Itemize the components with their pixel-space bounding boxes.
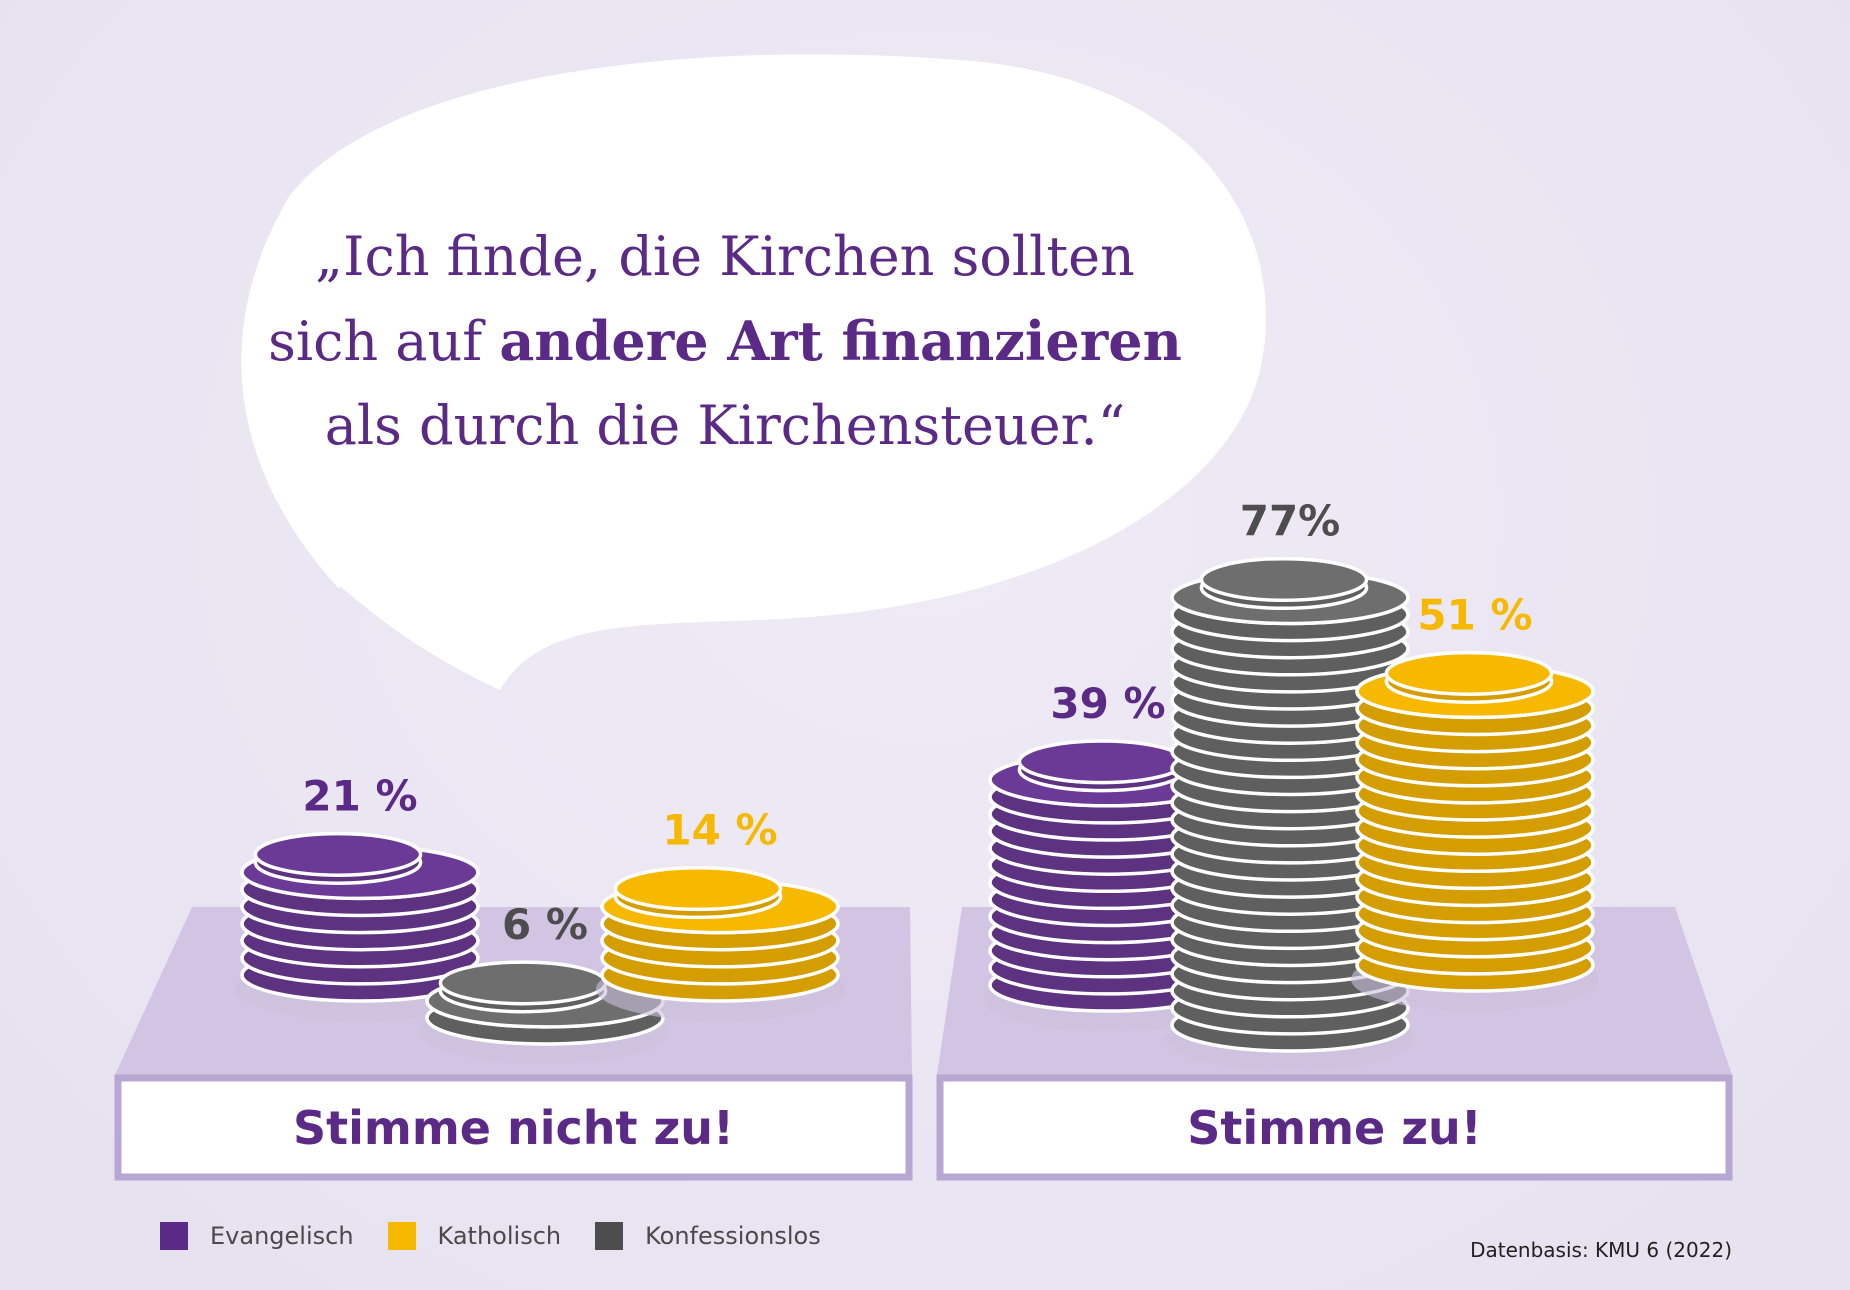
data-source: Datenbasis: KMU 6 (2022): [1470, 1238, 1732, 1262]
value-label-evangelisch: 39 %: [1050, 679, 1165, 728]
loose-coin-top: [438, 960, 608, 1006]
legend: Evangelisch Katholisch Konfessionslos: [160, 1222, 855, 1250]
legend-label-katholisch: Katholisch: [437, 1222, 562, 1250]
loose-coin-top: [1384, 650, 1554, 696]
quote-line-3: als durch die Kirchensteuer.“: [324, 394, 1126, 457]
legend-item-konfessionslos: Konfessionslos: [595, 1222, 821, 1250]
value-label-katholisch: 14 %: [662, 806, 777, 855]
quote-text: „Ich finde, die Kirchen sollten sich auf…: [260, 215, 1190, 468]
category-label: Stimme zu!: [1187, 1101, 1481, 1155]
quote-line-1: „Ich finde, die Kirchen sollten: [315, 225, 1135, 288]
legend-swatch-konfessionslos: [595, 1222, 624, 1250]
category-box: [114, 1074, 913, 1181]
legend-label-evangelisch: Evangelisch: [210, 1222, 354, 1250]
coin-stack-katholisch: [1351, 650, 1599, 1011]
coin-stack-konfessionslos: [1166, 556, 1414, 1071]
legend-label-konfessionslos: Konfessionslos: [645, 1222, 821, 1250]
coin-stack-evangelisch: [984, 739, 1232, 1031]
category-label: Stimme nicht zu!: [293, 1101, 734, 1155]
speech-bubble: [241, 54, 1266, 690]
category-box: [936, 1074, 1733, 1181]
value-labels: 21 % 6 % 14 % 39 % 77% 51 %: [302, 497, 1532, 949]
legend-item-katholisch: Katholisch: [387, 1222, 562, 1250]
value-label-evangelisch: 21 %: [302, 771, 417, 820]
loose-coin-top: [1199, 556, 1369, 603]
legend-swatch-katholisch: [387, 1222, 416, 1250]
quote-line-2-pre: sich auf: [268, 310, 500, 373]
loose-coin-top: [613, 866, 783, 912]
coin-stack-katholisch: [596, 866, 844, 1021]
loose-coin-top: [1017, 739, 1187, 785]
quote-emphasis: andere Art finanzieren: [499, 309, 1182, 373]
legend-swatch-evangelisch: [160, 1222, 188, 1250]
value-label-konfessionslos: 6 %: [502, 900, 588, 949]
legend-item-evangelisch: Evangelisch: [160, 1222, 354, 1250]
coin-stacks: [236, 556, 1599, 1071]
quote-line-2: sich auf andere Art finanzieren: [260, 299, 1190, 384]
coin-stack-evangelisch: [236, 831, 484, 1021]
value-label-katholisch: 51 %: [1417, 590, 1532, 639]
value-label-konfessionslos: 77%: [1240, 497, 1341, 546]
loose-coin-top: [253, 831, 423, 877]
